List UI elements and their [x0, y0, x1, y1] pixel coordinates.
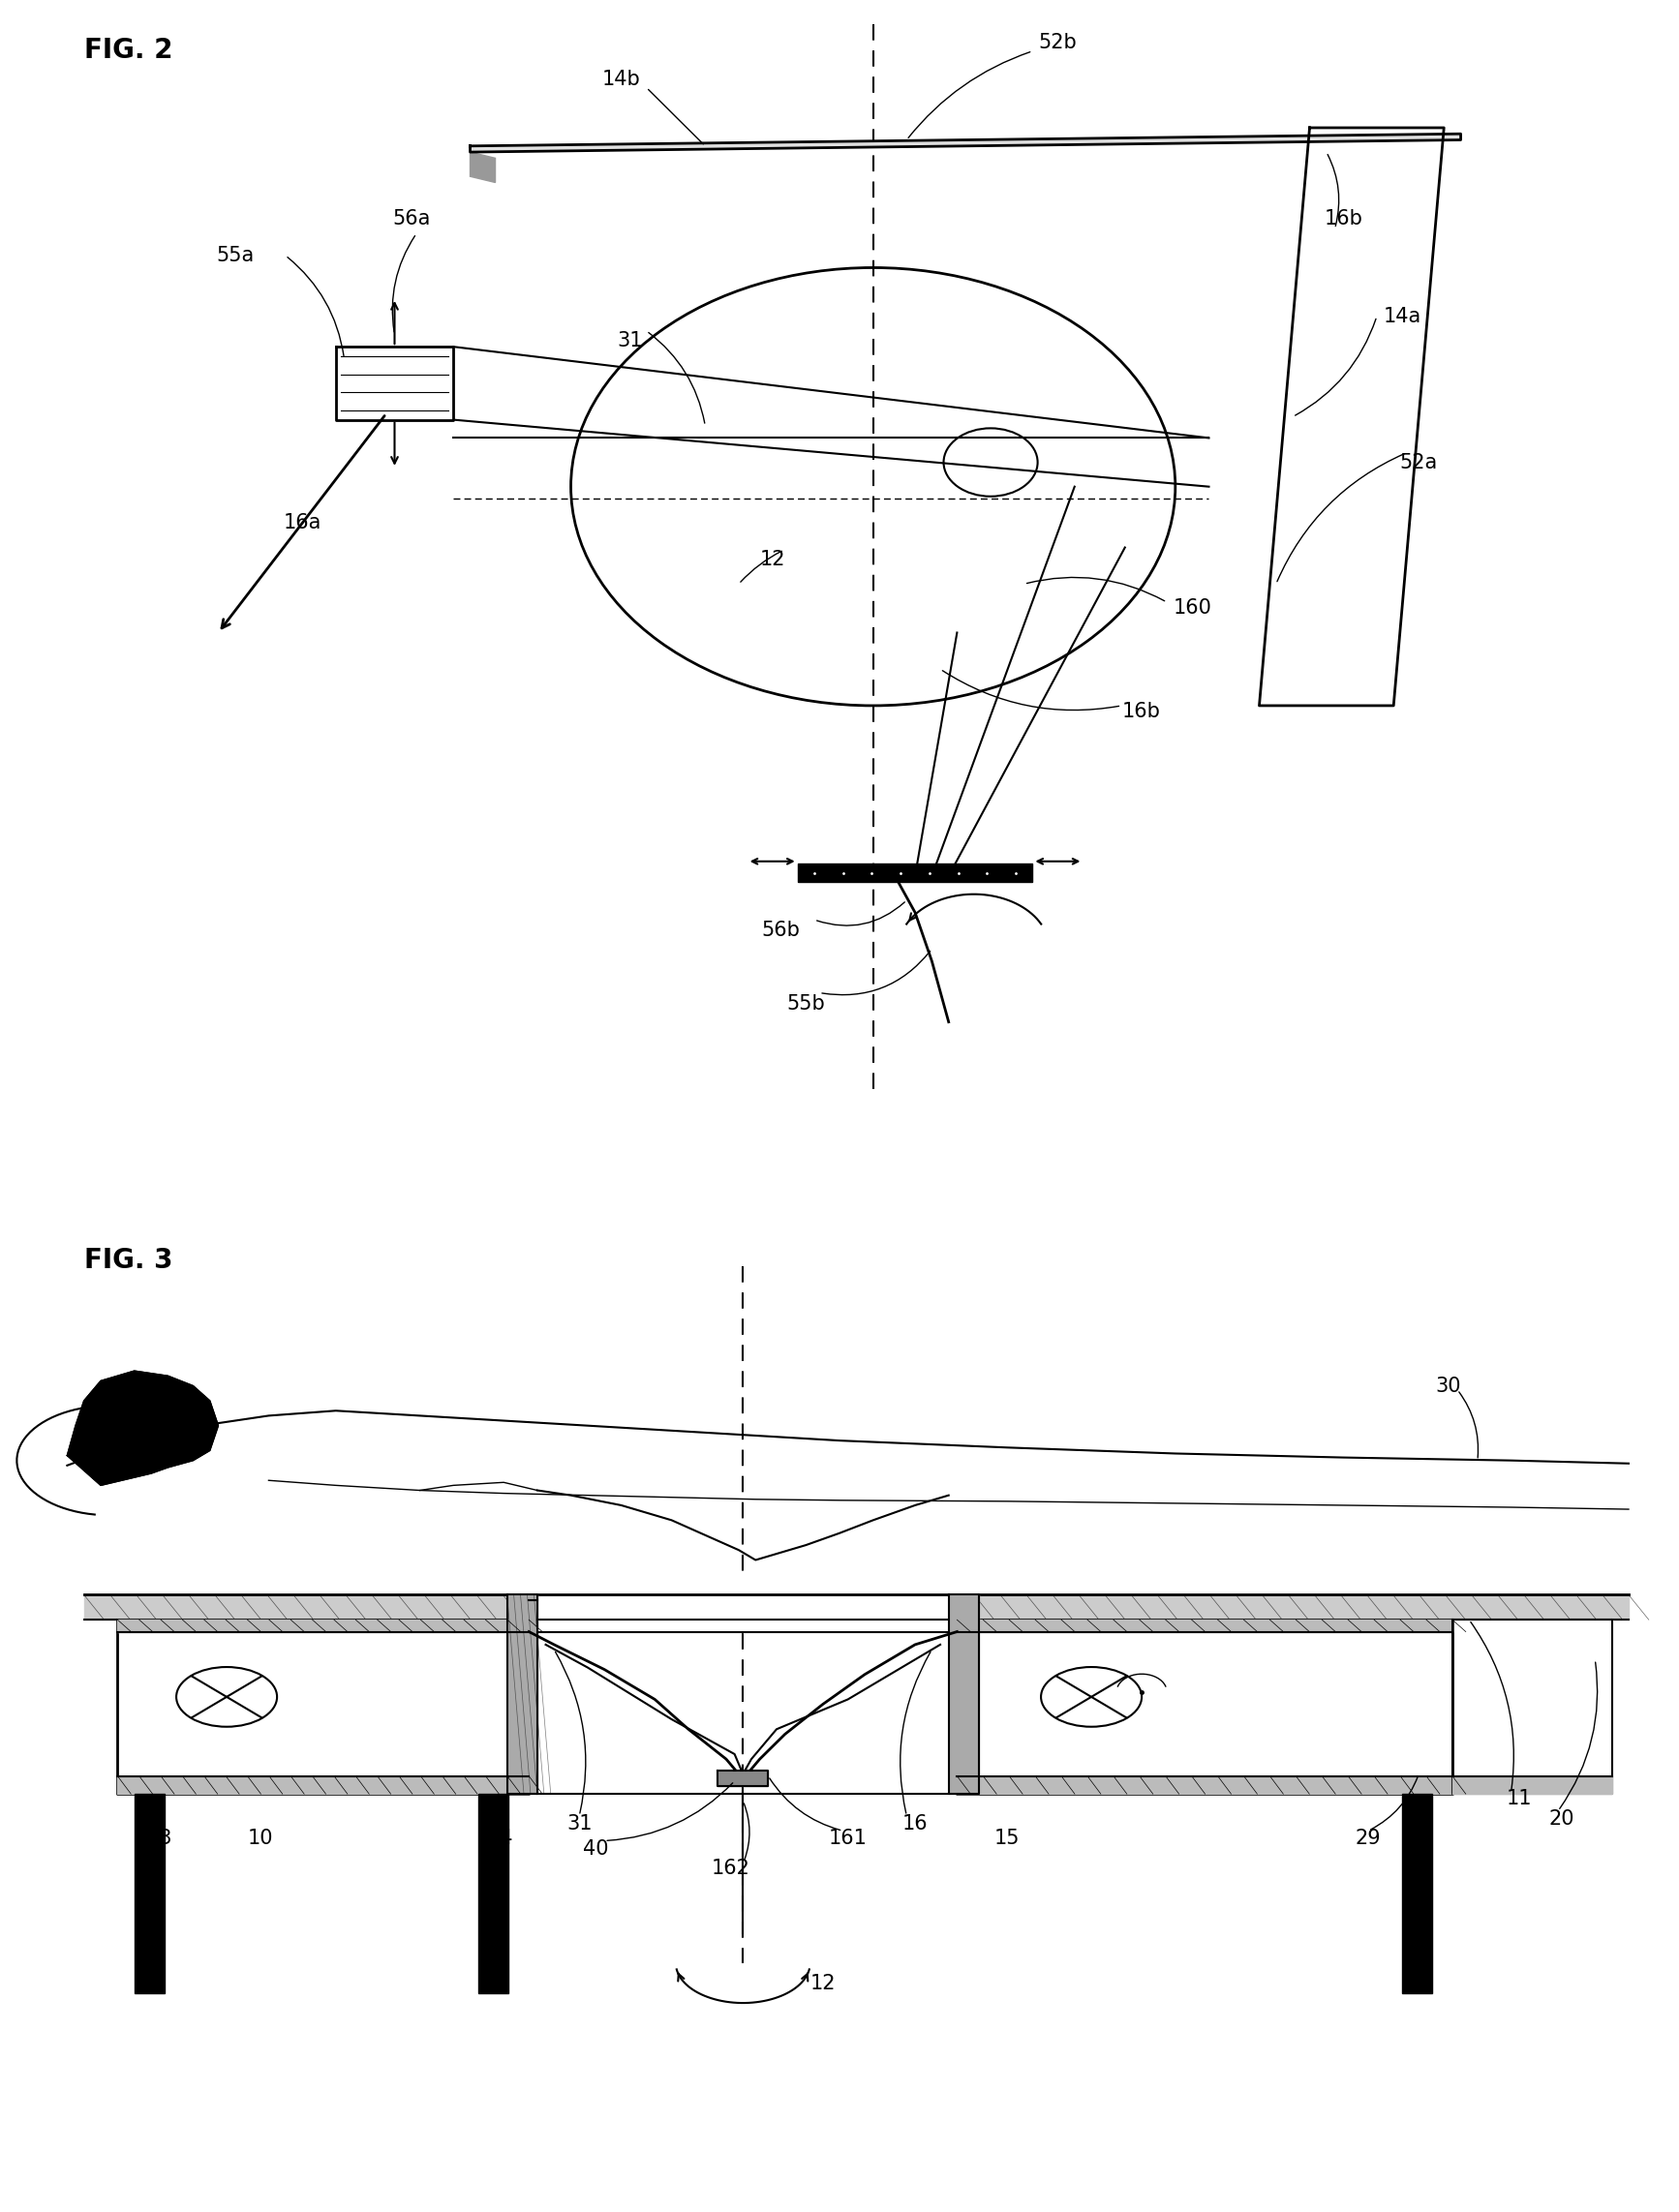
Text: 162: 162: [712, 1858, 749, 1878]
Text: 15: 15: [994, 1829, 1021, 1849]
Polygon shape: [1259, 128, 1444, 706]
Polygon shape: [67, 1371, 218, 1486]
Text: 52b: 52b: [1039, 33, 1076, 53]
Polygon shape: [134, 1794, 165, 1993]
Text: 12: 12: [759, 551, 786, 568]
Text: FIG. 2: FIG. 2: [84, 38, 173, 64]
Text: 13: 13: [146, 1829, 173, 1849]
Text: 16b: 16b: [1325, 210, 1362, 228]
Polygon shape: [118, 1619, 529, 1632]
Polygon shape: [957, 1776, 1452, 1794]
Polygon shape: [479, 1794, 509, 1993]
Text: 20: 20: [1548, 1809, 1575, 1829]
Text: 31: 31: [616, 332, 643, 349]
Polygon shape: [949, 1595, 979, 1794]
Text: 55a: 55a: [217, 246, 254, 265]
Polygon shape: [1452, 1776, 1612, 1794]
Text: 14: 14: [487, 1829, 514, 1849]
Polygon shape: [118, 1776, 529, 1794]
Polygon shape: [1402, 1794, 1432, 1993]
Text: 16b: 16b: [1123, 701, 1160, 721]
Text: 30: 30: [1436, 1376, 1461, 1396]
Polygon shape: [336, 347, 453, 420]
Text: 31: 31: [566, 1814, 593, 1834]
Text: 16: 16: [902, 1814, 928, 1834]
Text: 14b: 14b: [603, 69, 640, 88]
Polygon shape: [719, 1772, 769, 1785]
Text: 29: 29: [1355, 1829, 1382, 1849]
Text: 56b: 56b: [762, 920, 799, 940]
Text: 56a: 56a: [393, 210, 430, 228]
Polygon shape: [798, 863, 1033, 883]
Text: 160: 160: [1174, 599, 1211, 617]
Text: 11: 11: [1506, 1790, 1533, 1809]
Text: 12: 12: [809, 1973, 836, 1993]
Text: 161: 161: [829, 1829, 866, 1849]
Polygon shape: [470, 153, 495, 181]
Text: 55b: 55b: [787, 993, 824, 1013]
Polygon shape: [957, 1619, 1452, 1632]
Polygon shape: [507, 1595, 537, 1794]
Text: 40: 40: [583, 1838, 609, 1858]
Text: 16a: 16a: [284, 513, 321, 533]
Text: FIG. 3: FIG. 3: [84, 1248, 173, 1274]
Polygon shape: [118, 1619, 529, 1794]
Polygon shape: [84, 1595, 1629, 1619]
Polygon shape: [537, 1575, 949, 1630]
Text: 14a: 14a: [1383, 307, 1420, 325]
Text: 52a: 52a: [1400, 453, 1437, 471]
Text: 10: 10: [247, 1829, 274, 1849]
Polygon shape: [957, 1619, 1452, 1794]
Polygon shape: [470, 135, 1461, 153]
Polygon shape: [1452, 1619, 1612, 1794]
